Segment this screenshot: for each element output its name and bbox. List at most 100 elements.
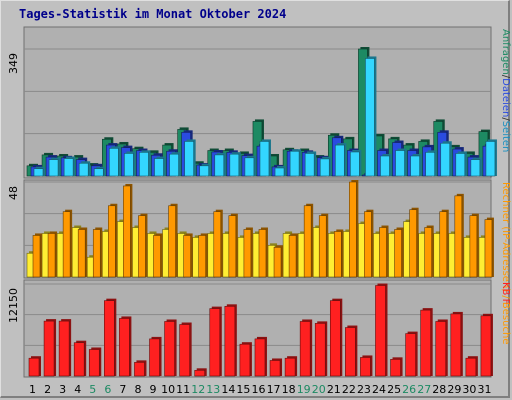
x-tick-label: 1 bbox=[29, 383, 36, 396]
seiten-bar bbox=[365, 56, 377, 177]
seiten-bar bbox=[304, 151, 317, 177]
besuche-bar bbox=[92, 227, 103, 278]
besuche-bar bbox=[258, 227, 268, 278]
seiten-bar bbox=[93, 166, 106, 177]
kb-bar bbox=[390, 357, 403, 377]
x-tick-label: 10 bbox=[161, 383, 175, 396]
x-tick-label: 4 bbox=[74, 383, 81, 396]
seiten-bar bbox=[425, 150, 437, 177]
besuche-bar bbox=[153, 233, 163, 278]
seiten-bar bbox=[33, 166, 45, 177]
y-tick-label: 12150 bbox=[7, 288, 20, 323]
legend-entry: / bbox=[500, 75, 511, 79]
kb-bar bbox=[420, 308, 433, 377]
x-tick-label: 5 bbox=[89, 383, 96, 396]
kb-bar bbox=[88, 347, 102, 377]
kb-bar bbox=[254, 336, 267, 377]
besuche-bar bbox=[424, 225, 434, 278]
x-tick-label: 11 bbox=[176, 383, 190, 396]
seiten-bar bbox=[289, 149, 302, 177]
seiten-bar bbox=[214, 152, 226, 177]
besuche-bar bbox=[47, 231, 58, 278]
besuche-bar bbox=[77, 227, 88, 278]
seiten-bar bbox=[63, 156, 76, 177]
x-tick-label: 3 bbox=[59, 383, 66, 396]
besuche-bar bbox=[439, 209, 449, 278]
legend-entry: Rechner bbox=[500, 182, 511, 224]
kb-bar bbox=[73, 340, 87, 377]
besuche-bar bbox=[454, 193, 464, 278]
besuche-bar bbox=[123, 183, 133, 278]
legend-text: KB F bbox=[500, 282, 511, 305]
seiten-bar bbox=[319, 156, 332, 177]
kb-bar bbox=[194, 368, 207, 377]
x-tick-label: 18 bbox=[282, 383, 296, 396]
x-tick-label: 16 bbox=[252, 383, 266, 396]
besuche-bar bbox=[62, 209, 73, 278]
seiten-bar bbox=[334, 143, 347, 177]
besuche-bar bbox=[198, 233, 208, 278]
kb-bar bbox=[450, 311, 463, 377]
seiten-bar bbox=[139, 150, 151, 177]
legend-entry: Dateien bbox=[500, 78, 511, 117]
besuche-bar bbox=[273, 245, 284, 278]
besuche-bar bbox=[168, 203, 178, 278]
besuche-bar bbox=[108, 203, 118, 278]
kb-bar bbox=[284, 356, 298, 377]
kb-bar bbox=[375, 283, 388, 377]
x-tick-label: 17 bbox=[267, 383, 281, 396]
legend-text: Rechner (IP-Adressen) / Besuche bbox=[500, 182, 511, 344]
besuche-bar bbox=[303, 203, 314, 278]
x-tick-label: 12 bbox=[191, 383, 205, 396]
legend-entry: (IP-Adressen) / bbox=[500, 223, 511, 302]
kb-bar bbox=[58, 319, 72, 377]
legend-entry: Anfragen bbox=[500, 29, 511, 75]
x-tick-label: 6 bbox=[104, 383, 111, 396]
besuche-bar bbox=[213, 209, 223, 278]
seiten-bar bbox=[124, 151, 136, 177]
kb-bar bbox=[179, 322, 192, 377]
x-tick-label: 8 bbox=[134, 383, 141, 396]
besuche-bar bbox=[243, 227, 253, 278]
legend-text: Anfragen/Dateien/Seiten bbox=[500, 29, 511, 152]
x-tick-label: 21 bbox=[327, 383, 341, 396]
kb-bar bbox=[224, 304, 237, 377]
seiten-bar bbox=[109, 146, 121, 177]
x-tick-label: 9 bbox=[150, 383, 157, 396]
kb-bar bbox=[43, 319, 57, 377]
y-tick-label: 48 bbox=[7, 186, 20, 200]
seiten-bar bbox=[48, 157, 61, 177]
kb-bar bbox=[314, 321, 328, 377]
kb-bar bbox=[405, 331, 418, 377]
x-tick-label: 24 bbox=[372, 383, 386, 396]
kb-bar bbox=[104, 298, 117, 377]
besuche-bar bbox=[288, 233, 299, 278]
kb-bar bbox=[134, 360, 147, 377]
kb-bar bbox=[345, 325, 358, 377]
x-tick-label: 26 bbox=[402, 383, 416, 396]
seiten-bar bbox=[184, 139, 196, 177]
besuche-bar bbox=[318, 213, 329, 278]
besuche-bar bbox=[183, 233, 193, 278]
kb-bar bbox=[360, 355, 373, 377]
seiten-bar bbox=[154, 156, 166, 177]
besuche-bar bbox=[469, 213, 479, 278]
seiten-bar bbox=[455, 151, 467, 177]
besuche-bar bbox=[394, 227, 404, 278]
legend-entry: Besuche bbox=[500, 302, 511, 345]
kb-bar bbox=[480, 313, 493, 377]
besuche-bar bbox=[379, 225, 389, 278]
seiten-bar bbox=[259, 139, 271, 177]
x-tick-label: 14 bbox=[221, 383, 235, 396]
x-tick-label: 28 bbox=[432, 383, 446, 396]
besuche-bar bbox=[333, 229, 344, 278]
kb-bar bbox=[239, 342, 252, 377]
kb-bar bbox=[465, 356, 478, 377]
kb-bar bbox=[435, 319, 448, 377]
x-tick-label: 20 bbox=[312, 383, 326, 396]
seiten-bar bbox=[395, 148, 407, 177]
seiten-bar bbox=[169, 152, 181, 177]
kb-bar bbox=[28, 356, 41, 377]
seiten-bar bbox=[485, 139, 497, 177]
